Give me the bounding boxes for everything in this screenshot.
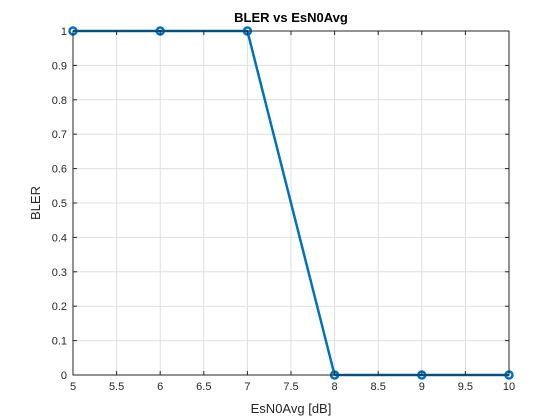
y-axis-title: BLER — [28, 186, 43, 220]
y-tick-label: 1 — [61, 26, 67, 38]
axis-ticks: 5 5.5 6 6.5 7 7.5 8 8.5 9 9.5 10 0 0.1 0.2 0.3 0.4 0.5 0.… — [52, 26, 515, 393]
y-tick-label: 0.6 — [52, 164, 67, 176]
y-tick-label: 0.8 — [52, 95, 67, 107]
x-tick-label: 6 — [157, 381, 163, 393]
x-tick-label: 5.5 — [109, 381, 124, 393]
y-tick-label: 0.7 — [52, 129, 67, 141]
x-tick-label: 10 — [503, 381, 515, 393]
chart-title: BLER vs EsN0Avg — [234, 10, 348, 25]
x-tick-label: 9 — [419, 381, 425, 393]
x-axis-title: EsN0Avg [dB] — [251, 401, 332, 416]
y-tick-label: 0.2 — [52, 301, 67, 313]
x-tick-label: 6.5 — [196, 381, 211, 393]
x-tick-label: 7.5 — [283, 381, 298, 393]
y-tick-label: 0.1 — [52, 336, 67, 348]
x-tick-label: 8 — [332, 381, 338, 393]
x-tick-label: 5 — [70, 381, 76, 393]
x-tick-label: 8.5 — [371, 381, 386, 393]
y-tick-label: 0.3 — [52, 267, 67, 279]
y-tick-label: 0.9 — [52, 60, 67, 72]
y-tick-label: 0 — [61, 370, 67, 382]
x-tick-label: 7 — [244, 381, 250, 393]
y-tick-label: 0.5 — [52, 198, 67, 210]
y-tick-label: 0.4 — [52, 232, 67, 244]
x-tick-label: 9.5 — [458, 381, 473, 393]
